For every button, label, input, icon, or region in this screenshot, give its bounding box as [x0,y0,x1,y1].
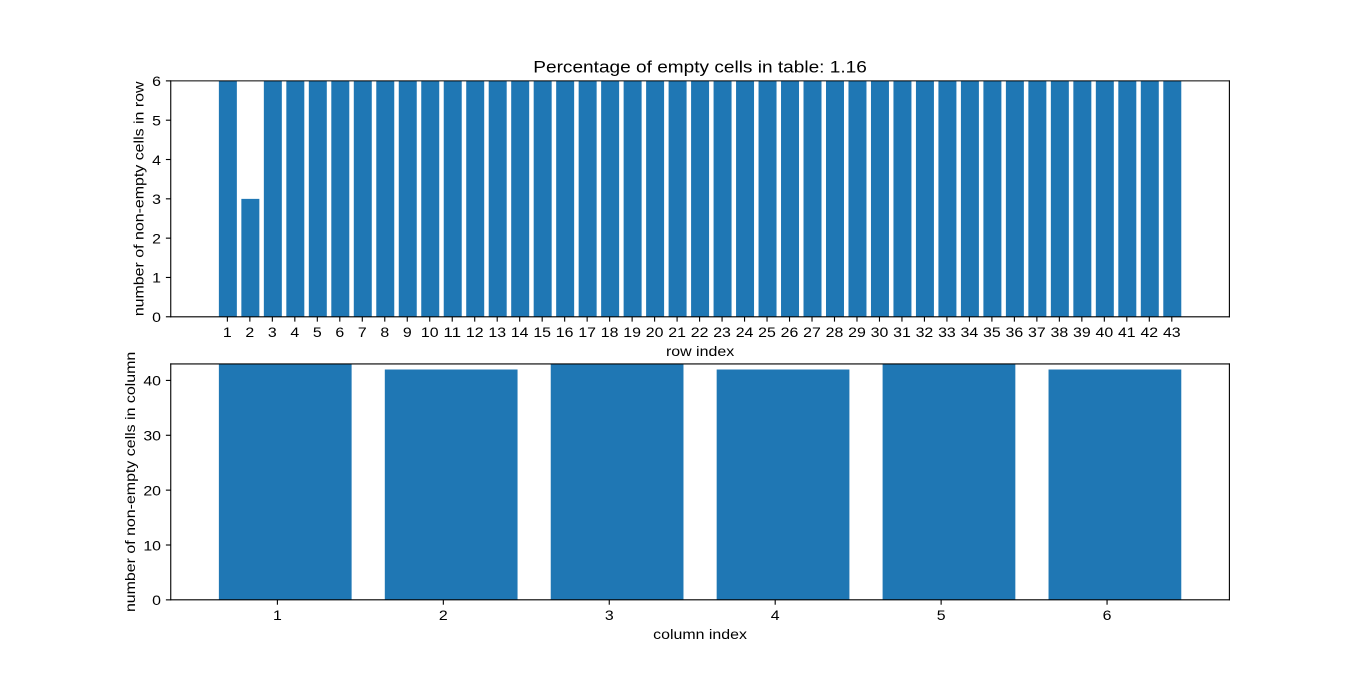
svg-text:16: 16 [556,324,574,340]
svg-text:2: 2 [439,607,448,623]
svg-text:18: 18 [601,324,619,340]
svg-text:15: 15 [533,324,551,340]
svg-text:42: 42 [1140,324,1158,340]
svg-text:3: 3 [152,191,161,207]
svg-text:21: 21 [668,324,686,340]
svg-text:12: 12 [466,324,484,340]
svg-text:0: 0 [152,592,161,608]
svg-text:30: 30 [143,428,161,444]
svg-text:32: 32 [916,324,934,340]
svg-text:9: 9 [403,324,412,340]
svg-text:37: 37 [1028,324,1046,340]
svg-text:2: 2 [152,230,161,246]
svg-text:10: 10 [143,537,161,553]
svg-text:13: 13 [488,324,506,340]
svg-text:31: 31 [893,324,911,340]
svg-text:28: 28 [826,324,844,340]
svg-text:39: 39 [1073,324,1091,340]
svg-text:20: 20 [646,324,664,340]
svg-text:35: 35 [983,324,1001,340]
svg-text:number of non-empty cells in c: number of non-empty cells in column [122,352,138,612]
svg-text:5: 5 [152,112,161,128]
svg-text:22: 22 [691,324,709,340]
svg-text:41: 41 [1118,324,1136,340]
svg-text:3: 3 [268,324,277,340]
svg-text:Percentage of empty cells in t: Percentage of empty cells in table: 1.16 [533,58,867,77]
svg-text:5: 5 [313,324,322,340]
svg-text:34: 34 [961,324,979,340]
svg-text:23: 23 [713,324,731,340]
svg-text:27: 27 [803,324,821,340]
svg-text:4: 4 [152,152,161,168]
svg-text:11: 11 [443,324,461,340]
svg-text:number of non-empty cells in r: number of non-empty cells in row [131,80,147,316]
svg-text:6: 6 [152,73,161,89]
svg-text:17: 17 [578,324,596,340]
svg-text:2: 2 [245,324,254,340]
svg-text:43: 43 [1163,324,1181,340]
svg-text:10: 10 [421,324,439,340]
svg-text:3: 3 [605,607,614,623]
svg-text:0: 0 [152,309,161,325]
svg-text:24: 24 [736,324,754,340]
svg-text:25: 25 [758,324,776,340]
svg-text:19: 19 [623,324,641,340]
svg-text:14: 14 [511,324,529,340]
svg-text:30: 30 [871,324,889,340]
svg-text:29: 29 [848,324,866,340]
svg-text:1: 1 [223,324,232,340]
svg-text:1: 1 [152,270,161,286]
svg-text:1: 1 [273,607,282,623]
svg-text:20: 20 [143,482,161,498]
svg-text:7: 7 [358,324,367,340]
svg-text:4: 4 [771,607,780,623]
svg-text:6: 6 [335,324,344,340]
svg-text:33: 33 [938,324,956,340]
svg-text:6: 6 [1103,607,1112,623]
svg-text:40: 40 [143,373,161,389]
svg-text:column index: column index [653,626,747,642]
svg-text:4: 4 [290,324,299,340]
svg-text:row index: row index [666,343,734,359]
svg-text:36: 36 [1006,324,1024,340]
svg-text:8: 8 [380,324,389,340]
svg-text:38: 38 [1051,324,1069,340]
svg-text:26: 26 [781,324,799,340]
svg-text:40: 40 [1095,324,1113,340]
svg-text:5: 5 [937,607,946,623]
